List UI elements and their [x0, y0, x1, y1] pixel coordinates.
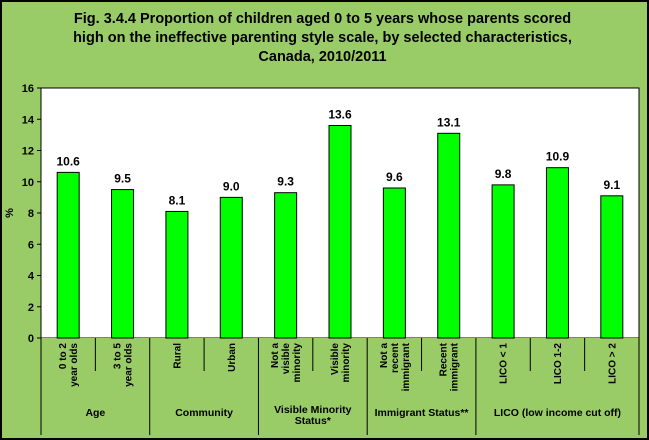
chart-title-line-2: high on the ineffective parenting style … — [73, 30, 572, 46]
category-label-line: LICO > 2 — [607, 343, 618, 384]
category-label-line: recent — [390, 342, 401, 373]
y-tick-label: 12 — [22, 146, 34, 158]
bar — [56, 171, 80, 339]
y-tick-label: 16 — [22, 83, 34, 95]
category-label: Not a recent immigrant — [379, 342, 412, 391]
data-label: 10.6 — [57, 154, 81, 168]
category-label-line: Rural — [172, 343, 183, 369]
category-label: 3 to 5 year olds — [113, 343, 135, 387]
data-label: 13.6 — [328, 108, 352, 122]
data-label: 13.1 — [437, 115, 461, 129]
bar — [274, 192, 298, 339]
category-label-line: LICO < 1 — [499, 343, 510, 384]
category-label-line: minority — [341, 343, 352, 383]
category-label: Visible minority — [330, 343, 352, 383]
y-tick-label: 10 — [22, 177, 34, 189]
group-label: Visible Minority — [274, 404, 352, 416]
chart-title-line-3: Canada, 2010/2011 — [258, 49, 387, 65]
bar — [111, 189, 135, 339]
data-label: 10.9 — [546, 150, 570, 164]
group-label: Status* — [295, 415, 332, 427]
chart-title: Fig. 3.4.4 Proportion of children aged 0… — [0, 10, 645, 67]
y-tick-label: 2 — [28, 302, 34, 314]
category-label: Urban — [227, 343, 238, 372]
data-label: 9.8 — [495, 167, 512, 181]
category-axis-area — [41, 338, 639, 435]
data-label: 8.1 — [169, 193, 186, 207]
bar — [219, 196, 243, 339]
y-tick-label: 8 — [28, 208, 34, 220]
category-label: Recent immigrant — [439, 342, 461, 391]
category-label-line: Urban — [227, 343, 238, 372]
category-label-line: Recent — [439, 342, 450, 376]
category-label-line: 0 to 2 — [58, 343, 69, 370]
category-label-line: LICO 1-2 — [553, 343, 564, 385]
group-label: Age — [85, 407, 105, 419]
category-label: LICO < 1 — [499, 343, 510, 384]
category-label-line: 3 to 5 — [113, 343, 124, 370]
bar — [600, 195, 624, 339]
category-label: LICO > 2 — [607, 343, 618, 384]
bar — [328, 125, 352, 339]
y-tick-label: 0 — [28, 333, 34, 345]
category-label-line: Visible — [330, 343, 341, 375]
category-label: Rural — [172, 343, 183, 369]
chart-title-line-1: Fig. 3.4.4 Proportion of children aged 0… — [73, 11, 572, 27]
category-label: LICO 1-2 — [553, 343, 564, 385]
group-label: LICO (low income cut off) — [494, 407, 621, 419]
bar — [545, 167, 569, 339]
data-label: 9.6 — [386, 170, 403, 184]
data-label: 9.5 — [114, 172, 131, 186]
y-tick-label: 14 — [22, 114, 35, 126]
bar — [165, 210, 189, 339]
y-tick-label: 6 — [28, 239, 34, 251]
bar — [491, 184, 515, 339]
y-axis-label: % — [4, 208, 16, 218]
y-tick-label: 4 — [28, 271, 35, 283]
group-label: Immigrant Status** — [375, 407, 470, 419]
category-label-line: Not a — [270, 343, 281, 368]
data-label: 9.0 — [223, 179, 240, 193]
group-label: Community — [175, 407, 233, 419]
category-label-line: year olds — [124, 343, 135, 387]
data-label: 9.3 — [277, 175, 294, 189]
category-label-line: year olds — [69, 343, 80, 387]
category-label-line: immigrant — [401, 342, 412, 391]
category-label-line: visible — [281, 343, 292, 375]
category-label-line: Not a — [379, 343, 390, 368]
bar — [437, 132, 461, 339]
category-label: 0 to 2 year olds — [58, 343, 80, 387]
category-label-line: immigrant — [450, 342, 461, 391]
category-label: Not a visible minority — [270, 343, 303, 383]
bar — [382, 187, 406, 339]
data-label: 9.1 — [603, 178, 620, 192]
category-label-line: minority — [292, 343, 303, 383]
